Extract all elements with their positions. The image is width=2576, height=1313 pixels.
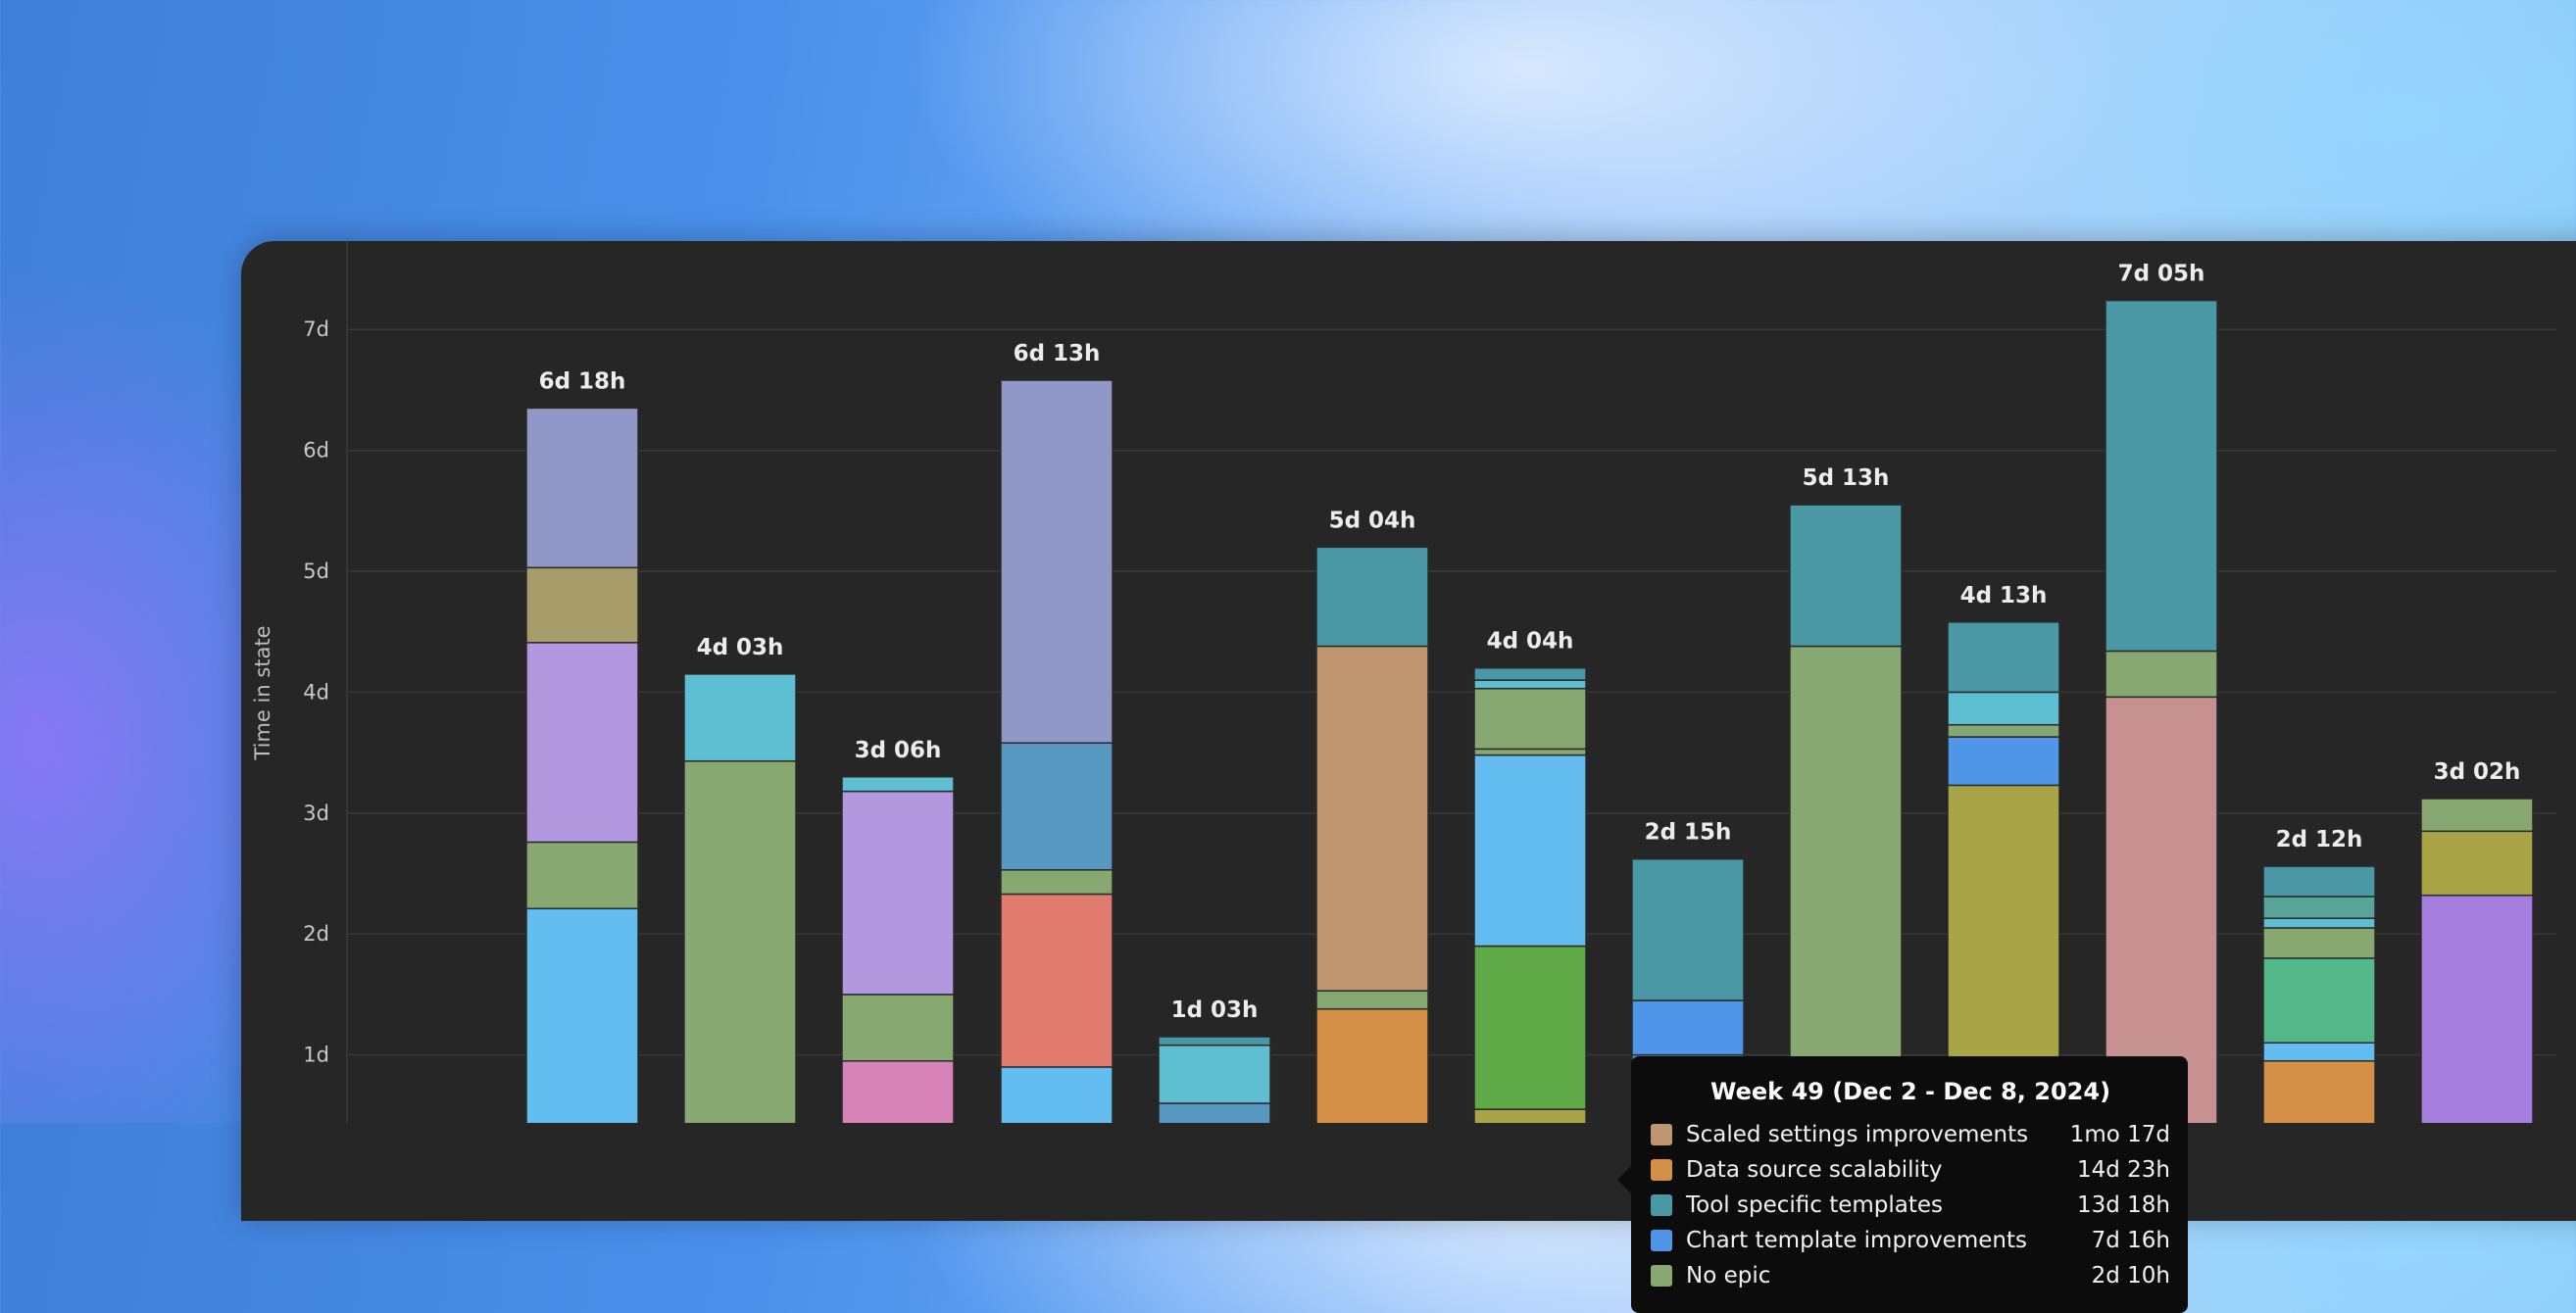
- bar-segment: [525, 642, 639, 844]
- tooltip-row-name: Data source scalability: [1686, 1157, 1943, 1183]
- bar-segment: [2105, 299, 2218, 653]
- tooltip-row-value: 2d 10h: [2091, 1263, 2170, 1289]
- bar-segment: [1473, 1108, 1587, 1123]
- tooltip-row: No epic 2d 10h: [1651, 1258, 2170, 1293]
- bar-segment: [1789, 504, 1903, 648]
- bar-segment: [1158, 1036, 1271, 1046]
- bar-segment: [1473, 754, 1587, 948]
- bar-segment: [2105, 650, 2218, 699]
- legend-swatch: [1651, 1159, 1672, 1181]
- tooltip-row: Tool specific templates 13d 18h: [1651, 1188, 2170, 1223]
- y-tick-label: 3d: [303, 802, 329, 825]
- legend-swatch: [1651, 1230, 1672, 1251]
- bar-segment: [525, 407, 639, 569]
- bar-total-label: 6d 18h: [539, 368, 626, 394]
- bar-segment: [1947, 691, 2060, 726]
- bar-total-label: 3d 02h: [2434, 759, 2521, 785]
- bar-total-label: 5d 13h: [1803, 465, 1890, 491]
- y-tick-label: 7d: [303, 317, 329, 341]
- bar-segment: [1000, 1066, 1114, 1123]
- bar-segment: [1000, 893, 1114, 1068]
- bar-segment: [1631, 999, 1745, 1056]
- bar-segment: [841, 776, 955, 793]
- tooltip-row: Scaled settings improvements 1mo 17d: [1651, 1117, 2170, 1152]
- bar-segment: [1158, 1044, 1271, 1104]
- tooltip-arrow: [1617, 1166, 1631, 1193]
- bar-segment: [2262, 1042, 2376, 1062]
- y-tick-label: 6d: [303, 439, 329, 462]
- bar-segment: [1473, 666, 1587, 681]
- stacked-bar-chart: 1d 2d 3d 4d 5d 6d 7d Time in state 6d 18h 4d 03h 3…: [251, 241, 2556, 1123]
- bar-segment: [2420, 894, 2534, 1123]
- tooltip-row: Data source scalability 14d 23h: [1651, 1152, 2170, 1188]
- tooltip-row-value: 13d 18h: [2076, 1192, 2170, 1218]
- chart-panel: 1d 2d 3d 4d 5d 6d 7d Time in state 6d 18h 4d 03h 3…: [241, 241, 2576, 1313]
- bar-segment: [1947, 736, 2060, 787]
- bar-segment: [1789, 645, 1903, 1110]
- bar-total-label: 3d 06h: [855, 738, 942, 763]
- legend-swatch: [1651, 1194, 1672, 1216]
- bar-segment: [1473, 687, 1587, 751]
- tooltip-row-name: Chart template improvements: [1686, 1228, 2027, 1253]
- bar-segment: [1947, 621, 2060, 694]
- bar-total-label: 6d 13h: [1014, 341, 1101, 366]
- tooltip-row-name: Tool specific templates: [1686, 1192, 1944, 1218]
- bar-segment: [841, 994, 955, 1062]
- bar-segment: [1473, 945, 1587, 1110]
- y-tick-label: 4d: [303, 680, 329, 704]
- bar-segment: [1315, 1007, 1429, 1123]
- bar-segment: [1315, 645, 1429, 992]
- bar-segment: [525, 566, 639, 644]
- bar-segment: [841, 790, 955, 996]
- bar-total-label: 4d 13h: [1960, 583, 2048, 608]
- legend-swatch: [1651, 1124, 1672, 1145]
- bar-segment: [1000, 742, 1114, 871]
- bar-segment: [2262, 896, 2376, 919]
- bar-segment: [1473, 679, 1587, 690]
- y-axis-title: Time in state: [251, 625, 274, 760]
- bar-segment: [525, 841, 639, 910]
- bar-segment: [2105, 696, 2218, 1123]
- bar-segment: [2420, 830, 2534, 897]
- tooltip-row-value: 7d 16h: [2091, 1228, 2170, 1253]
- bar-segment: [1315, 546, 1429, 648]
- bar-segment: [2262, 865, 2376, 898]
- bar-segment: [1000, 869, 1114, 896]
- tooltip-row-value: 1mo 17d: [2069, 1122, 2170, 1147]
- tooltip-title: Week 49 (Dec 2 - Dec 8, 2024): [1709, 1078, 2111, 1105]
- bar-segment: [2420, 798, 2534, 833]
- bar-segment: [2262, 957, 2376, 1045]
- bar-total-label: 5d 04h: [1329, 508, 1416, 533]
- bar-segment: [1000, 379, 1114, 744]
- bar-segment: [2262, 1060, 2376, 1123]
- tooltip-row: Chart template improvements 7d 16h: [1651, 1223, 2170, 1258]
- bar-total-label: 4d 04h: [1487, 629, 1574, 655]
- bar-segment: [1947, 723, 2060, 738]
- bar-total-label: 2d 12h: [2276, 827, 2363, 852]
- bar-segment: [2262, 927, 2376, 959]
- bar-segment: [1315, 990, 1429, 1010]
- bar-segment: [841, 1060, 955, 1123]
- y-tick-label: 2d: [303, 922, 329, 946]
- bar-total-label: 4d 03h: [697, 635, 784, 660]
- bar-segment: [1158, 1102, 1271, 1123]
- tooltip-row-value: 14d 23h: [2076, 1157, 2170, 1183]
- bar-segment: [683, 759, 797, 1123]
- bar-total-label: 7d 05h: [2118, 262, 2205, 287]
- bar-total-label: 2d 15h: [1645, 820, 1732, 846]
- tooltip-row-name: No epic: [1686, 1263, 1771, 1289]
- legend-swatch: [1651, 1265, 1672, 1287]
- bar-total-label: 1d 03h: [1171, 997, 1259, 1023]
- bar-segment: [2262, 917, 2376, 929]
- bar-segment: [683, 673, 797, 762]
- bar-segment: [1473, 748, 1587, 756]
- y-tick-label: 1d: [303, 1044, 329, 1067]
- tooltip-row-name: Scaled settings improvements: [1686, 1122, 2029, 1147]
- bar-segment: [525, 907, 639, 1123]
- y-tick-label: 5d: [303, 559, 329, 583]
- bar-segment: [1631, 857, 1745, 1001]
- week-tooltip: Week 49 (Dec 2 - Dec 8, 2024) Scaled set…: [1617, 1056, 2188, 1313]
